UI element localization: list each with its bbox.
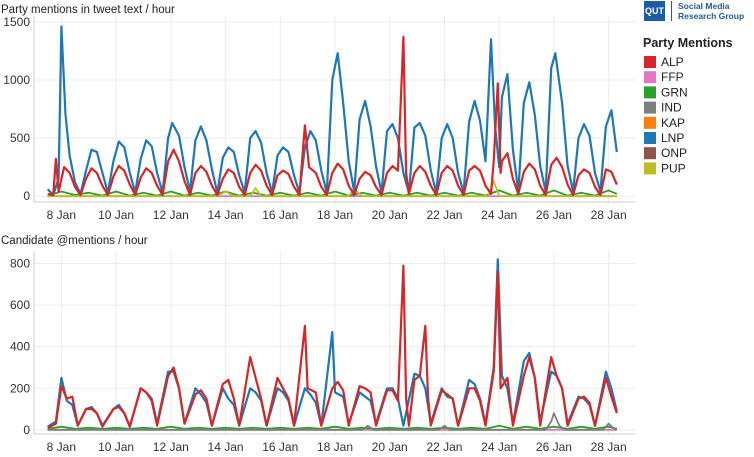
x-tick-label: 12 Jan bbox=[153, 208, 189, 222]
x-tick-label: 20 Jan bbox=[372, 440, 408, 454]
bottom-chart-plot: 8 Jan 10 Jan 12 Jan 14 Jan 16 Jan 18 Jan 20 Ja… bbox=[10, 251, 636, 454]
x-tick-label: 10 Jan bbox=[98, 440, 134, 454]
legend-title: Party Mentions bbox=[643, 36, 733, 50]
x-tick-label: 24 Jan bbox=[481, 208, 517, 222]
series-line-lnp bbox=[46, 25, 618, 197]
legend-label-onp[interactable]: ONP bbox=[661, 146, 687, 160]
series-line-grn bbox=[47, 424, 618, 430]
x-tick-label: 28 Jan bbox=[591, 208, 627, 222]
research-group-logo-text: Social Media Research Group bbox=[671, 1, 744, 21]
x-tick-label: 20 Jan bbox=[372, 208, 408, 222]
series-line-alp bbox=[47, 264, 618, 429]
legend-swatch-onp[interactable] bbox=[644, 147, 656, 160]
legend-swatch-ffp[interactable] bbox=[644, 71, 656, 84]
x-tick-label: 24 Jan bbox=[481, 440, 517, 454]
y-tick-label: 500 bbox=[10, 131, 30, 145]
legend-swatch-grn[interactable] bbox=[644, 86, 656, 99]
legend-swatch-alp[interactable] bbox=[644, 56, 656, 68]
y-tick-label: 0 bbox=[23, 189, 30, 203]
qut-logo: QUT bbox=[644, 1, 665, 21]
x-tick-label: 18 Jan bbox=[317, 208, 353, 222]
x-tick-label: 14 Jan bbox=[208, 440, 244, 454]
legend-swatch-ind[interactable] bbox=[644, 101, 656, 114]
legend-label-kap[interactable]: KAP bbox=[661, 116, 685, 130]
x-tick-label: 14 Jan bbox=[208, 208, 244, 222]
legend-swatch-lnp[interactable] bbox=[644, 132, 656, 144]
x-tick-label: 10 Jan bbox=[98, 208, 134, 222]
legend-swatch-kap[interactable] bbox=[644, 116, 656, 129]
x-tick-label: 22 Jan bbox=[426, 208, 462, 222]
x-tick-label: 26 Jan bbox=[536, 208, 572, 222]
y-tick-label: 800 bbox=[10, 256, 30, 270]
y-tick-label: 600 bbox=[10, 298, 30, 312]
series-line-grn bbox=[47, 189, 618, 197]
y-tick-label: 1500 bbox=[3, 15, 30, 29]
x-tick-label: 28 Jan bbox=[591, 440, 627, 454]
logo-line-1: Social Media bbox=[678, 1, 730, 11]
x-tick-label: 8 Jan bbox=[47, 208, 76, 222]
y-tick-label: 200 bbox=[10, 381, 30, 395]
series-line-lnp bbox=[47, 258, 618, 428]
legend-label-alp[interactable]: ALP bbox=[661, 55, 684, 69]
legend-label-ffp[interactable]: FFP bbox=[661, 70, 684, 84]
y-tick-label: 1000 bbox=[3, 73, 30, 87]
x-tick-label: 8 Jan bbox=[47, 440, 76, 454]
series-line-ind bbox=[47, 412, 618, 431]
series-line-alp bbox=[47, 35, 618, 197]
top-chart-plot: 8 Jan 10 Jan 12 Jan 14 Jan 16 Jan 18 Jan 20 Ja… bbox=[3, 15, 636, 222]
legend-swatch-pup[interactable] bbox=[644, 162, 656, 175]
top-chart-title: Party mentions in tweet text / hour bbox=[1, 4, 175, 16]
logo-line-2: Research Group bbox=[678, 11, 745, 21]
bottom-chart-title: Candidate @mentions / hour bbox=[1, 235, 148, 247]
y-tick-label: 0 bbox=[23, 423, 30, 437]
x-tick-label: 12 Jan bbox=[153, 440, 189, 454]
x-tick-label: 16 Jan bbox=[262, 208, 298, 222]
legend-label-pup[interactable]: PUP bbox=[661, 161, 686, 175]
x-tick-label: 16 Jan bbox=[262, 440, 298, 454]
x-tick-label: 18 Jan bbox=[317, 440, 353, 454]
y-tick-label: 400 bbox=[10, 340, 30, 354]
legend-label-grn[interactable]: GRN bbox=[661, 85, 688, 99]
legend-label-lnp[interactable]: LNP bbox=[661, 131, 684, 145]
legend-label-ind[interactable]: IND bbox=[661, 101, 682, 115]
x-tick-label: 22 Jan bbox=[426, 440, 462, 454]
x-tick-label: 26 Jan bbox=[536, 440, 572, 454]
